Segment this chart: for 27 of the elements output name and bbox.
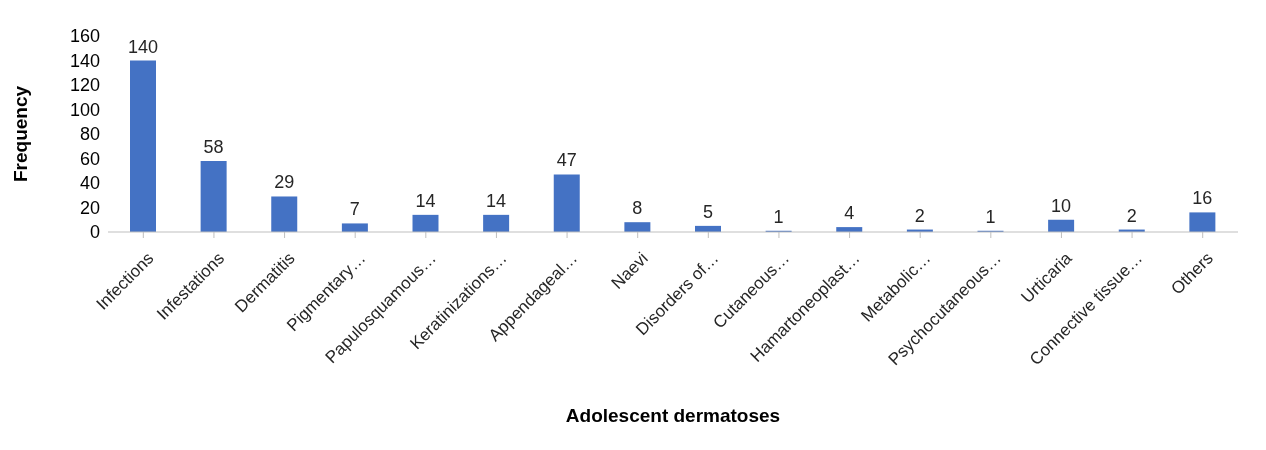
data-label: 47 bbox=[556, 150, 577, 171]
y-tick-label: 80 bbox=[79, 124, 100, 145]
data-label: 14 bbox=[486, 190, 507, 211]
data-label: 8 bbox=[632, 198, 643, 219]
data-label: 2 bbox=[1126, 205, 1137, 226]
data-label: 10 bbox=[1051, 195, 1072, 216]
data-label: 14 bbox=[415, 190, 436, 211]
y-axis-title: Frequency bbox=[9, 85, 31, 183]
x-axis-title: Adolescent dermatoses bbox=[565, 405, 781, 426]
data-label: 4 bbox=[844, 203, 855, 224]
y-tick-label: 100 bbox=[69, 99, 100, 120]
data-label: 1 bbox=[773, 206, 784, 227]
data-label: 29 bbox=[274, 172, 295, 193]
data-label: 58 bbox=[203, 136, 224, 157]
y-tick-label: 140 bbox=[69, 50, 100, 71]
data-label: 140 bbox=[127, 36, 159, 57]
data-label: 5 bbox=[702, 201, 714, 222]
data-label: 1 bbox=[985, 206, 996, 227]
y-tick-label: 20 bbox=[79, 197, 100, 218]
y-tick-label: 160 bbox=[69, 26, 100, 47]
y-tick-label: 60 bbox=[79, 148, 100, 169]
y-tick-label: 120 bbox=[69, 75, 100, 96]
y-tick-label: 0 bbox=[89, 222, 100, 243]
data-label: 7 bbox=[349, 199, 360, 220]
y-tick-label: 40 bbox=[79, 173, 100, 194]
data-label: 16 bbox=[1192, 188, 1213, 209]
data-label: 2 bbox=[914, 205, 925, 226]
